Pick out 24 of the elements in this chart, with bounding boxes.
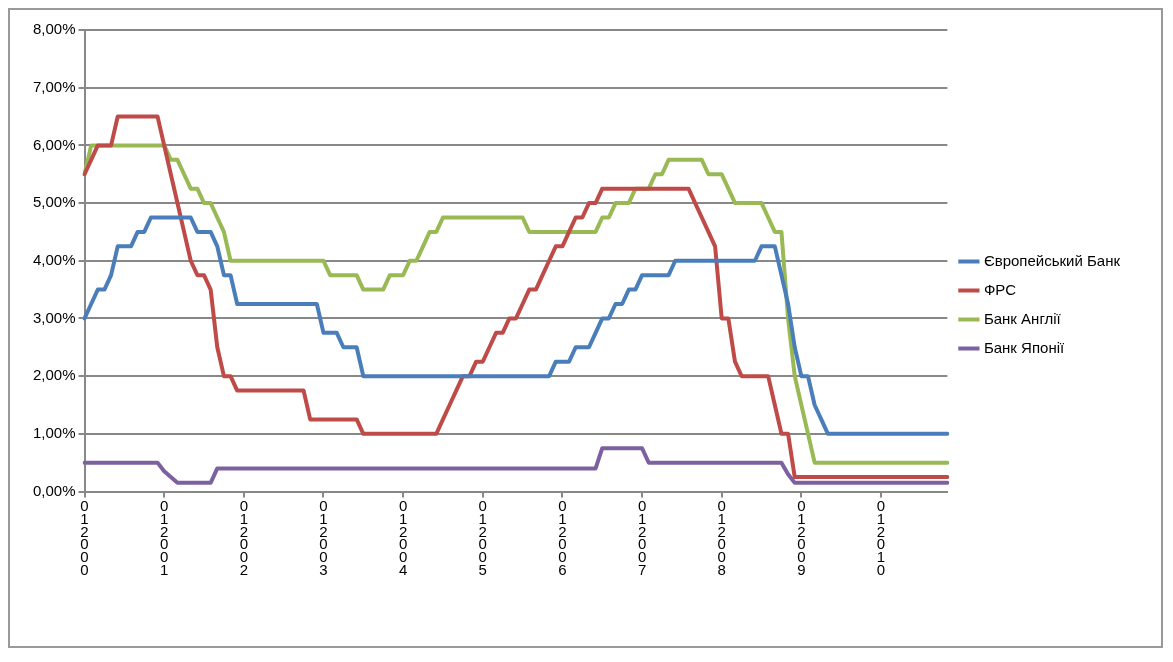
x-tick-label: 012006	[558, 497, 567, 578]
y-tick-label: 4,00%	[32, 250, 76, 268]
y-tick-label: 6,00%	[32, 135, 76, 153]
x-tick-label: 012010	[876, 497, 886, 578]
legend-label: ФРС	[983, 280, 1017, 298]
x-tick-label: 012008	[717, 497, 726, 578]
x-tick-label: 012005	[478, 497, 487, 578]
x-tick-label: 012009	[797, 497, 806, 578]
legend-label: Європейський Банк	[983, 251, 1121, 269]
x-tick-label: 012004	[398, 497, 408, 578]
legend-label: Банк Англії	[983, 309, 1062, 327]
x-tick-label: 012001	[160, 497, 169, 578]
y-tick-label: 5,00%	[32, 193, 76, 211]
x-tick-label: 012007	[637, 497, 647, 578]
x-tick-label: 012002	[239, 497, 248, 578]
x-tick-label: 012000	[80, 497, 89, 578]
legend-label: Банк Японії	[983, 338, 1065, 356]
y-tick-label: 0,00%	[32, 481, 76, 499]
y-tick-label: 8,00%	[32, 20, 76, 38]
y-tick-label: 7,00%	[32, 77, 76, 95]
y-tick-label: 2,00%	[32, 366, 76, 384]
y-tick-label: 3,00%	[32, 308, 76, 326]
x-tick-label: 012003	[319, 497, 328, 578]
y-tick-label: 1,00%	[32, 423, 76, 441]
